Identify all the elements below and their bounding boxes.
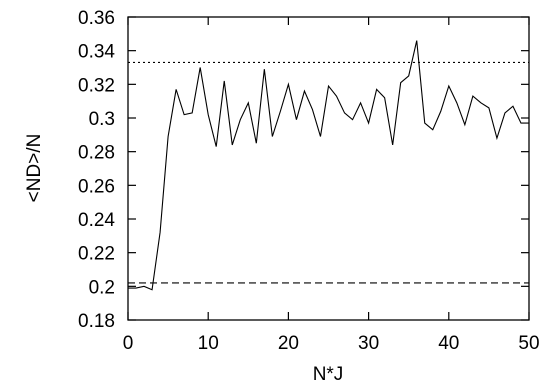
tick-layer: 0 10 20 30 40 50 0.18 0.2 0.22 0.24 0.26 0.28 0.3 0.3…: [78, 8, 540, 354]
data-line: [128, 40, 529, 291]
y-tick-label: 0.3: [89, 109, 115, 130]
x-tick-label: 40: [438, 333, 459, 354]
y-tick-label: 0.22: [78, 244, 115, 265]
y-tick-label: 0.36: [78, 8, 115, 29]
y-tick-label: 0.28: [78, 143, 115, 164]
x-tick-label: 0: [123, 333, 134, 354]
x-tick-label: 50: [518, 333, 539, 354]
x-tick-label: 10: [198, 333, 219, 354]
x-axis-label: N*J: [313, 364, 344, 385]
plot-frame: [127, 16, 530, 321]
y-tick-label: 0.34: [78, 42, 115, 63]
y-axis-label: <ND>/N: [24, 134, 45, 203]
y-tick-label: 0.2: [89, 277, 115, 298]
y-tick-label: 0.18: [78, 311, 115, 332]
y-tick-label: 0.26: [78, 176, 115, 197]
x-tick-label: 20: [278, 333, 299, 354]
x-tick-label: 30: [358, 333, 379, 354]
y-tick-label: 0.32: [78, 75, 115, 96]
y-tick-label: 0.24: [78, 210, 115, 231]
series-layer: [128, 40, 529, 291]
